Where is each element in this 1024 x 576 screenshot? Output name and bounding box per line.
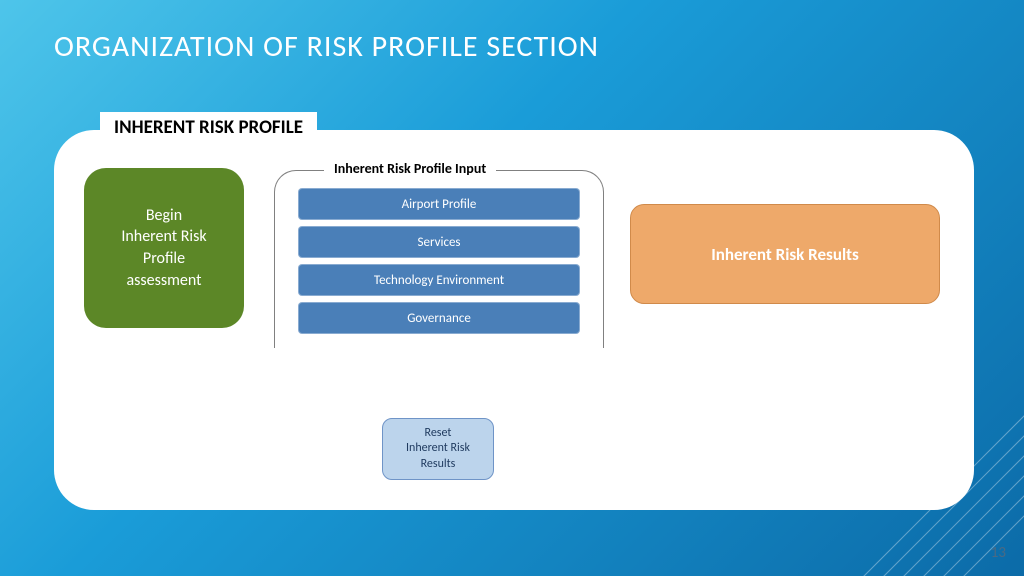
- results-box: Inherent Risk Results: [630, 204, 940, 304]
- page-number: 13: [991, 544, 1006, 562]
- slide: ORGANIZATION OF RISK PROFILE SECTION INH…: [0, 0, 1024, 576]
- input-items-list: Airport Profile Services Technology Envi…: [298, 188, 580, 334]
- begin-assessment-text: Begin Inherent Risk Profile assessment: [121, 205, 206, 291]
- slide-title: ORGANIZATION OF RISK PROFILE SECTION: [54, 28, 599, 65]
- input-group-label: Inherent Risk Profile Input: [324, 158, 496, 179]
- reset-text: Reset Inherent Risk Results: [406, 426, 470, 473]
- input-item-services: Services: [298, 226, 580, 258]
- input-item-airport-profile: Airport Profile: [298, 188, 580, 220]
- input-item-technology: Technology Environment: [298, 264, 580, 296]
- results-text: Inherent Risk Results: [711, 244, 859, 265]
- reset-box: Reset Inherent Risk Results: [382, 418, 494, 480]
- begin-assessment-box: Begin Inherent Risk Profile assessment: [84, 168, 244, 328]
- panel-label: INHERENT RISK PROFILE: [100, 112, 317, 143]
- input-item-governance: Governance: [298, 302, 580, 334]
